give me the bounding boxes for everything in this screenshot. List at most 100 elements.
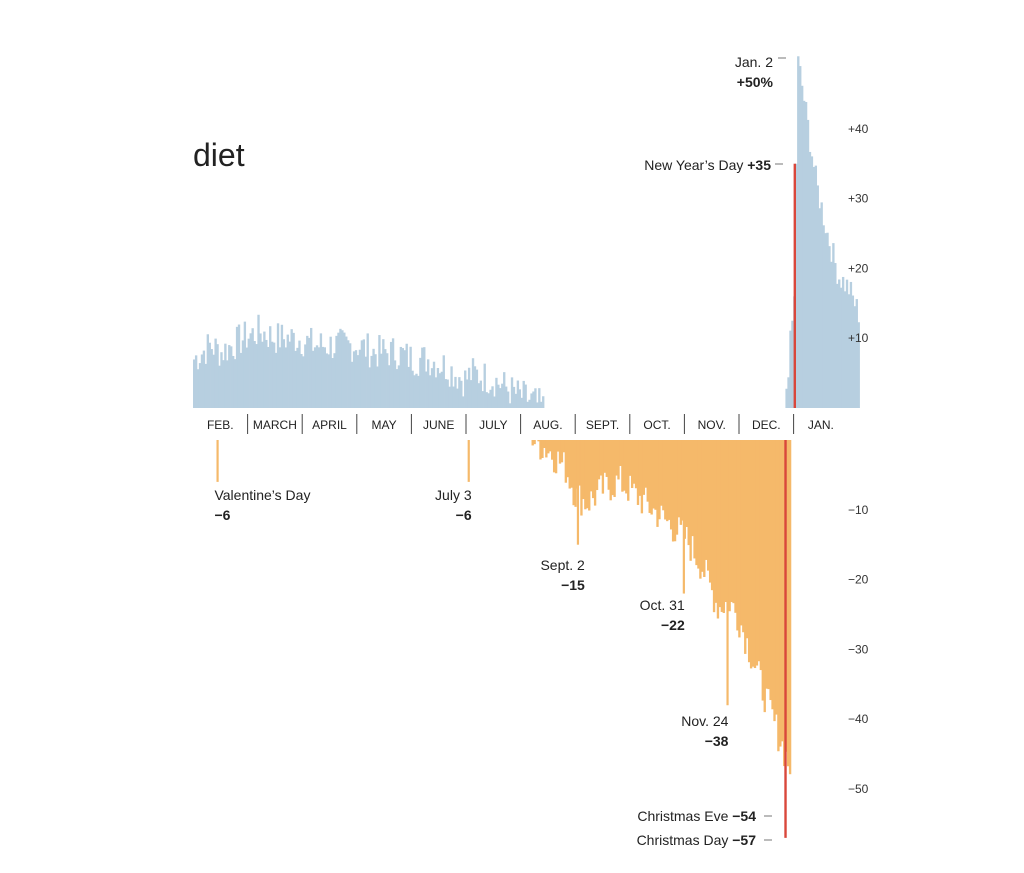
bar-positive: [247, 338, 250, 408]
month-label: JULY: [479, 418, 507, 432]
bar-positive: [296, 347, 299, 408]
annotation-value: +35: [747, 157, 771, 173]
bar-positive: [232, 355, 235, 408]
bar-january: [840, 287, 843, 408]
bar-positive: [198, 363, 202, 408]
bar-negative: [625, 440, 628, 494]
bar-positive: [489, 389, 492, 408]
bar-negative: [566, 440, 569, 478]
bar-positive: [265, 339, 268, 408]
bar-january: [795, 163, 798, 408]
bar-positive: [292, 332, 295, 408]
bar-negative: [658, 440, 661, 520]
bar-positive: [538, 388, 541, 408]
bar-january: [855, 299, 858, 408]
bar-positive: [294, 350, 297, 408]
bar-negative: [621, 440, 624, 492]
bar-negative: [714, 440, 718, 603]
bar-negative: [736, 440, 739, 631]
bar-positive: [204, 363, 208, 408]
bar-negative: [648, 440, 651, 513]
bar-positive: [495, 377, 498, 408]
bar-negative: [570, 440, 573, 488]
annotation-value: +50%: [737, 74, 774, 90]
bar-negative: [705, 440, 708, 560]
y-tick-label: −40: [848, 712, 869, 726]
bar-negative: [724, 440, 727, 603]
bar-negative: [597, 440, 601, 480]
y-tick-labels: +40 +30 +20 +10 −10 −20 −30 −40 −50: [848, 122, 869, 796]
bar-positive: [310, 327, 313, 408]
bar-positive: [272, 342, 276, 408]
bar-positive: [280, 324, 284, 408]
bar-negative: [742, 440, 745, 633]
bar-positive: [202, 350, 206, 408]
bar-positive: [333, 353, 336, 408]
bar-positive: [473, 366, 477, 408]
annotation-date: Jan. 2: [735, 54, 773, 70]
month-label: SEPT.: [586, 418, 619, 432]
bar-positive: [432, 361, 436, 408]
bar-positive: [259, 333, 262, 408]
bar-positive: [388, 365, 391, 408]
bar-positive: [323, 347, 326, 408]
bar-negative: [668, 440, 671, 520]
bar-positive: [311, 350, 315, 408]
bar-positive: [290, 329, 293, 408]
bar-positive: [327, 354, 330, 408]
bar-negative: [777, 440, 780, 752]
bar-positive: [448, 386, 451, 408]
annotation-value: −38: [705, 733, 729, 749]
bar-positive: [423, 347, 426, 408]
bar-positive: [206, 334, 209, 408]
month-label: DEC.: [752, 418, 781, 432]
bar-january: [820, 202, 823, 408]
bar-positive: [534, 388, 537, 408]
bar-positive: [532, 391, 535, 408]
bar-january: [791, 320, 794, 408]
bar-negative: [728, 440, 731, 612]
bar-january: [802, 100, 806, 408]
bar-positive: [350, 361, 354, 408]
bar-negative: [601, 440, 605, 494]
bar-positive: [313, 347, 317, 408]
bar-january: [810, 156, 814, 408]
bar-negative: [554, 440, 558, 474]
bar-positive: [372, 348, 375, 408]
bar-negative: [533, 440, 536, 445]
bar-negative: [611, 440, 614, 496]
bar-january: [857, 322, 860, 408]
bar-negative: [671, 440, 675, 542]
bar-january: [834, 263, 837, 408]
bar-negative: [574, 440, 577, 507]
bar-positive: [386, 353, 389, 408]
bar-negative: [675, 440, 679, 535]
bar-positive: [530, 393, 533, 408]
bar-negative: [590, 440, 593, 492]
bar-negative: [617, 440, 620, 480]
bar-positive: [255, 344, 258, 408]
bar-positive: [446, 379, 449, 408]
bar-positive: [518, 389, 521, 408]
bar-negative: [613, 440, 616, 497]
y-tick-label: +30: [848, 192, 869, 206]
y-tick-label: +20: [848, 261, 869, 275]
bar-negative: [642, 440, 646, 495]
bar-negative: [640, 440, 644, 514]
bar-positive: [376, 366, 379, 408]
bar-positive: [434, 377, 438, 408]
bar-negative: [547, 440, 550, 454]
bar-positive: [450, 366, 453, 408]
y-tick-label: −20: [848, 573, 869, 587]
bar-positive: [364, 356, 367, 408]
bar-positive: [503, 372, 506, 408]
annotation-date: Christmas Day: [637, 832, 733, 848]
bar-positive: [374, 354, 377, 408]
month-label: JAN.: [808, 418, 834, 432]
bar-january: [849, 281, 853, 408]
bar-january: [826, 232, 829, 408]
bar-positive: [237, 324, 241, 408]
bar-positive: [341, 330, 344, 408]
bar-positive: [415, 373, 418, 408]
